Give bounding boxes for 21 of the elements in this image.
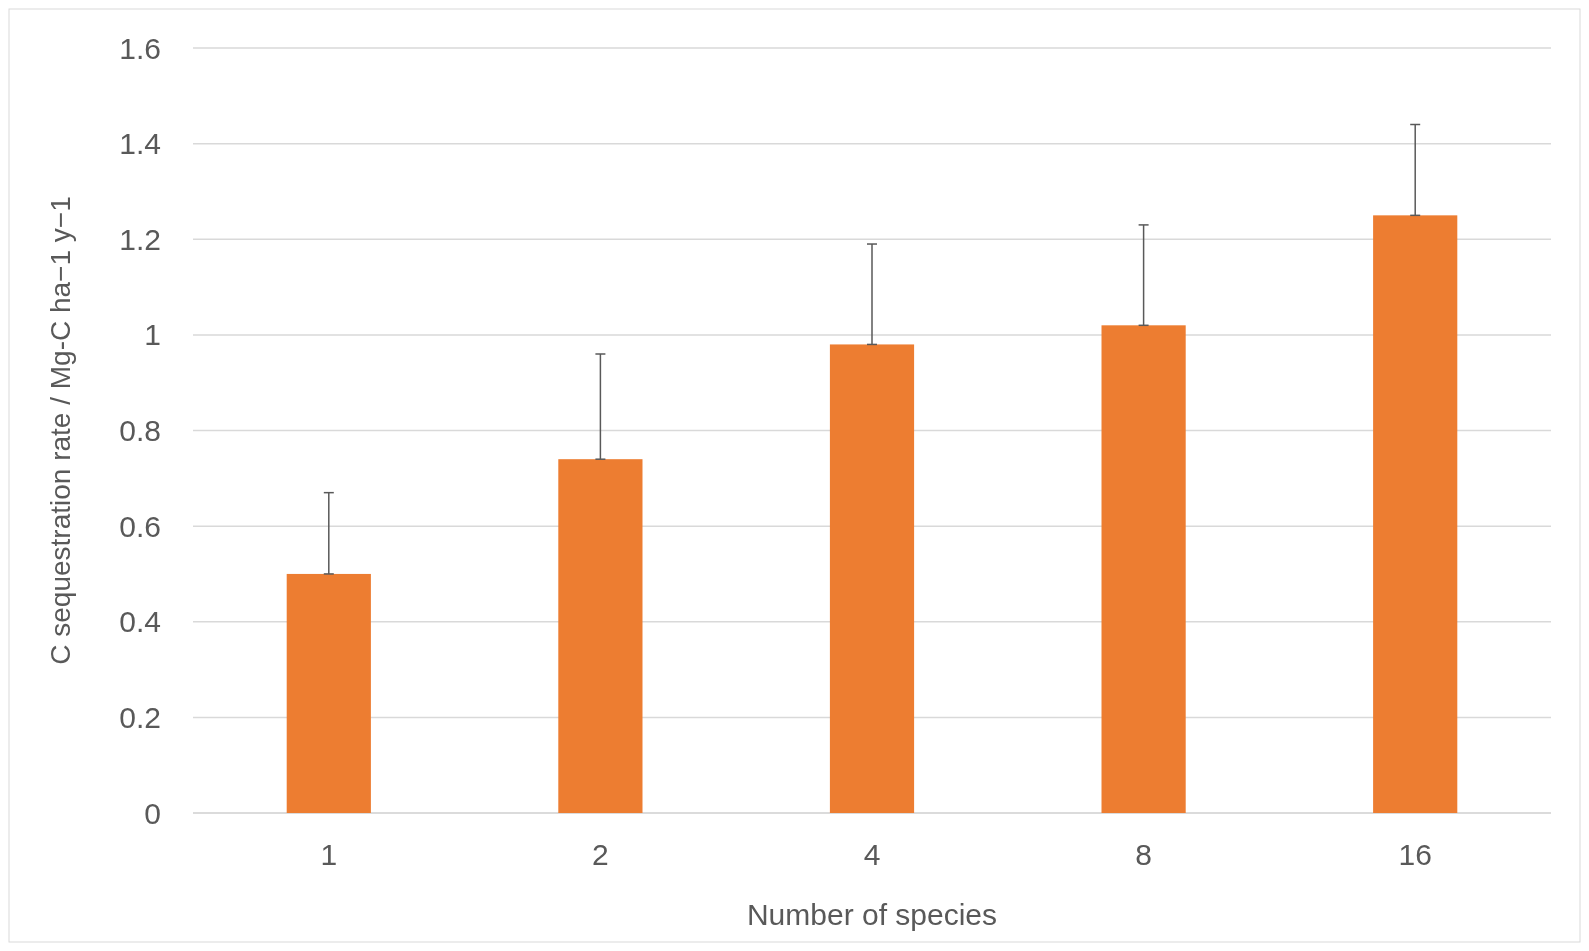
y-tick-label: 1.6: [119, 31, 161, 65]
y-tick-label: 1.2: [119, 222, 161, 256]
y-tick-label: 1: [144, 318, 161, 352]
x-tick-label: 4: [863, 838, 881, 871]
y-tick-label: 1.4: [119, 127, 161, 161]
x-axis-title: Number of species: [746, 898, 998, 931]
y-tick-label: 0: [144, 796, 161, 830]
y-tick-label: 0.6: [119, 509, 161, 543]
x-tick-label: 8: [1135, 838, 1152, 871]
x-tick-label: 2: [592, 838, 609, 871]
y-axis-title: C sequestration rate / Mg-C ha−1 y−1: [45, 196, 76, 665]
bar: [1101, 325, 1186, 813]
y-tick-label: 0.8: [119, 414, 161, 447]
bar: [1373, 215, 1458, 813]
bar: [558, 459, 643, 813]
y-tick-label: 0.2: [119, 700, 161, 734]
bar: [829, 344, 915, 813]
x-tick-label: 1: [320, 838, 338, 871]
bar: [286, 573, 371, 813]
y-tick-label: 0.4: [119, 605, 161, 639]
x-tick-label: 16: [1398, 838, 1432, 871]
